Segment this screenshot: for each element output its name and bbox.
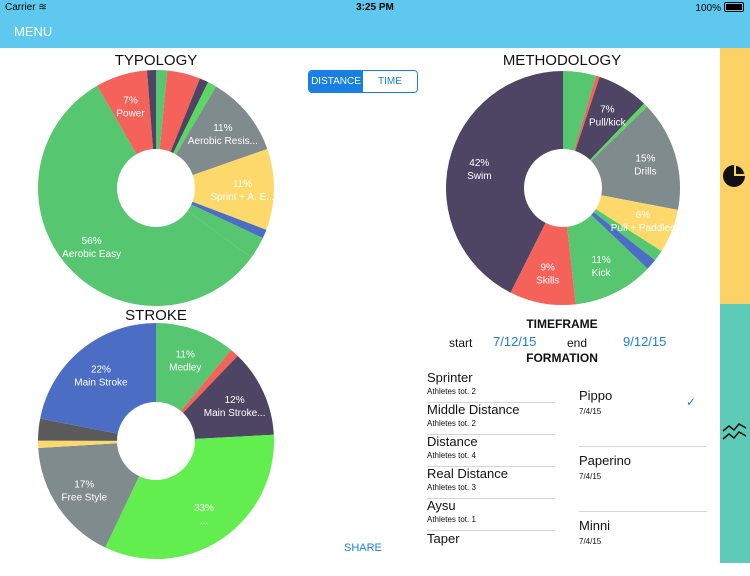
slice-percent-label: 12%	[225, 395, 245, 406]
share-button[interactable]: SHARE	[344, 542, 382, 554]
pie-slice[interactable]	[38, 441, 156, 548]
athlete-name: Paperino	[579, 453, 632, 468]
donut-hole	[524, 149, 602, 227]
slice-percent-label: 42%	[469, 158, 489, 169]
stroke-title: STROKE	[125, 307, 187, 324]
formation-athlete-count: Athletes tot. 1	[427, 515, 476, 524]
battery-indicator: 100%	[695, 2, 744, 14]
status-bar: Carrier ≋ 3:25 PM 100%	[0, 0, 750, 16]
formation-athlete-count: Athletes tot. 4	[427, 451, 476, 460]
status-time: 3:25 PM	[356, 2, 394, 13]
slice-name-label: Aerobic Resis...	[188, 136, 258, 147]
slice-name-label: Power	[116, 108, 145, 119]
formation-name: Taper	[427, 531, 460, 546]
donut-hole	[117, 149, 195, 227]
line-chart-tab[interactable]	[720, 304, 750, 563]
athlete-row-pippo[interactable]: Pippo 7/4/15	[579, 382, 707, 447]
slice-name-label: Aerobic Easy	[62, 249, 121, 260]
checkmark-icon: ✓	[686, 395, 697, 409]
pie-slice[interactable]	[446, 71, 563, 293]
formation-name: Distance	[427, 434, 478, 449]
slice-percent-label: 11%	[233, 179, 252, 190]
distance-segment[interactable]: DISTANCE	[309, 71, 363, 92]
slice-percent-label: 15%	[635, 153, 655, 164]
formation-athlete-count: Athletes tot. 3	[427, 483, 476, 492]
line-chart-icon	[722, 423, 747, 440]
formation-name: Middle Distance	[427, 402, 520, 417]
formation-item-middle-distance[interactable]: Middle Distance Athletes tot. 2	[427, 402, 555, 435]
battery-icon	[724, 2, 744, 12]
slice-name-label: Pull/kick	[589, 117, 627, 128]
typology-donut-chart[interactable]: 11% Aerobic Resis... 11% Sprint + A. E... 56…	[0, 0, 750, 563]
athlete-date: 7/4/15	[579, 472, 602, 481]
pie-chart-icon	[723, 165, 745, 187]
end-date-field[interactable]: 9/12/15	[623, 334, 667, 349]
slice-percent-label: 7%	[600, 104, 615, 115]
slice-name-label: Sprint + A. E...	[210, 192, 274, 203]
slice-percent-label: 7%	[123, 95, 138, 106]
carrier-text: Carrier	[5, 2, 36, 13]
wifi-icon: ≋	[38, 2, 47, 13]
slice-percent-label: 22%	[91, 364, 111, 375]
pie-slice[interactable]	[40, 323, 156, 441]
methodology-title: METHODOLOGY	[502, 52, 622, 69]
methodology-donut-chart[interactable]: 7% Pull/kick 15% Drills 6% Pull + Paddles 11% K…	[0, 0, 750, 563]
slice-percent-label: 6%	[636, 210, 651, 221]
typology-title: TYPOLOGY	[114, 52, 198, 69]
slice-name-label: Main Stroke	[74, 377, 128, 388]
start-label: start	[449, 336, 473, 350]
stroke-donut-chart[interactable]: 11% Medley 12% Main Stroke... 33%... 17% Free …	[0, 0, 750, 563]
slice-percent-label: 11%	[591, 255, 610, 266]
athlete-date: 7/4/15	[579, 407, 602, 416]
slice-name-label: Swim	[467, 171, 491, 182]
athlete-name: Minni	[579, 518, 611, 533]
menu-button[interactable]: MENU	[14, 24, 53, 39]
athlete-row-paperino[interactable]: Paperino 7/4/15	[579, 447, 707, 512]
donut-hole	[117, 402, 195, 480]
slice-percent-label: 11%	[213, 123, 232, 134]
formation-item-aysu[interactable]: Aysu Athletes tot. 1	[427, 498, 555, 531]
slice-name-label: Free Style	[61, 492, 107, 503]
slice-percent-label: 11%	[176, 350, 195, 361]
formation-name: Real Distance	[427, 466, 508, 481]
slice-percent-label: 56%	[82, 236, 102, 247]
slice-name-label: ...	[200, 516, 208, 527]
nav-bar: MENU	[0, 16, 750, 48]
start-date-field[interactable]: 7/12/15	[493, 334, 537, 349]
timeframe-title: TIMEFRAME	[526, 317, 598, 331]
athlete-name: Pippo	[579, 388, 613, 403]
slice-name-label: Pull + Paddles	[611, 223, 675, 234]
formation-name: Sprinter	[427, 370, 473, 385]
formation-athlete-count: Athletes tot. 2	[427, 419, 476, 428]
battery-percent: 100%	[695, 3, 721, 14]
time-segment[interactable]: TIME	[363, 71, 417, 92]
carrier-label: Carrier ≋	[5, 2, 47, 13]
athlete-row-minni[interactable]: Minni 7/4/15	[579, 512, 707, 576]
formation-item-distance[interactable]: Distance Athletes tot. 4	[427, 434, 555, 467]
pie-slice[interactable]	[156, 148, 274, 230]
slice-name-label: Main Stroke...	[204, 408, 266, 419]
slice-name-label: Drills	[634, 166, 656, 177]
slice-percent-label: 9%	[541, 263, 556, 274]
athlete-date: 7/4/15	[579, 537, 602, 546]
formation-title: FORMATION	[526, 351, 598, 365]
formation-item-taper[interactable]: Taper	[427, 531, 555, 563]
distance-time-toggle[interactable]: DISTANCE TIME	[308, 70, 418, 93]
slice-name-label: Skills	[536, 276, 559, 287]
formation-name: Aysu	[427, 498, 456, 513]
end-label: end	[567, 336, 588, 350]
slice-percent-label: 33%	[194, 503, 214, 514]
pie-chart-tab[interactable]	[720, 48, 750, 304]
slice-name-label: Medley	[169, 363, 201, 374]
formation-athlete-count: Athletes tot. 2	[427, 387, 476, 396]
slice-percent-label: 17%	[74, 479, 94, 490]
formation-item-sprinter[interactable]: Sprinter Athletes tot. 2	[427, 370, 555, 403]
formation-item-real-distance[interactable]: Real Distance Athletes tot. 3	[427, 466, 555, 499]
slice-name-label: Kick	[592, 268, 612, 279]
